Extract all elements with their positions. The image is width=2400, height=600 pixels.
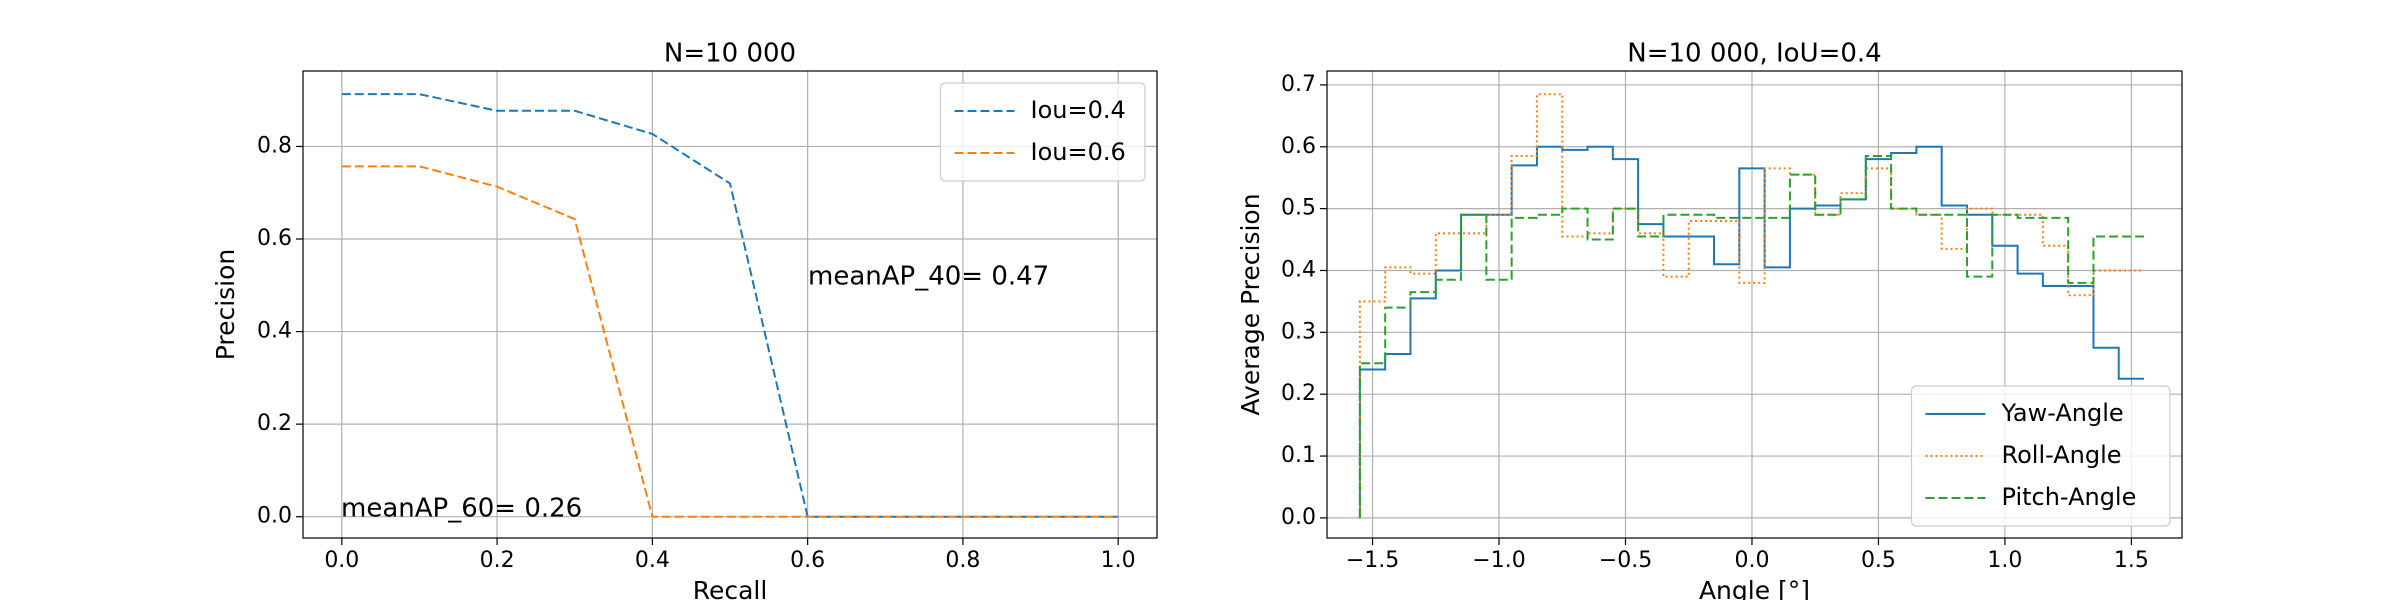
legend-label: Iou=0.6 xyxy=(1031,138,1126,166)
legend-label: Roll-Angle xyxy=(2002,441,2122,469)
x-tick-label: 0.0 xyxy=(324,548,359,573)
axes: 0.0 0.2 0.4 0.6 0.8 1.0 0.0 0.2 0.4 0.6 0.8 N=10 00… xyxy=(211,39,1158,600)
legend: Iou=0.4 Iou=0.6 xyxy=(939,82,1146,182)
series-line xyxy=(1358,145,2145,518)
plot-area xyxy=(341,93,1119,518)
plot-area xyxy=(1358,93,2145,518)
legend-label: Yaw-Angle xyxy=(2001,399,2124,427)
y-axis-label: Average Precision xyxy=(1236,193,1265,415)
legend-box xyxy=(939,82,1146,182)
x-tick-label: 0.6 xyxy=(790,548,825,573)
x-tick-label: −1.5 xyxy=(1346,548,1399,573)
x-tick-label: 0.4 xyxy=(635,548,670,573)
y-tick-label: 0.7 xyxy=(1281,72,1316,97)
x-tick-label: −0.5 xyxy=(1599,548,1652,573)
x-tick-label: 0.0 xyxy=(1734,548,1769,573)
y-tick-label: 0.8 xyxy=(257,133,292,158)
x-tick-label: 0.8 xyxy=(945,548,980,573)
series-line xyxy=(1358,155,2145,518)
y-tick-label: 0.4 xyxy=(257,319,292,344)
legend-label: Iou=0.4 xyxy=(1031,96,1126,124)
y-tick-label: 0.2 xyxy=(1281,381,1316,406)
y-tick-label: 0.1 xyxy=(1281,443,1316,468)
axes-frame xyxy=(1326,70,2183,539)
chart-title: N=10 000 xyxy=(664,39,796,69)
x-tick-label: 1.5 xyxy=(2114,548,2149,573)
y-tick-label: 0.6 xyxy=(1281,134,1316,159)
y-tick-label: 0.3 xyxy=(1281,319,1316,344)
x-axis-label: Recall xyxy=(693,576,768,600)
legend-label: Pitch-Angle xyxy=(2002,483,2137,511)
y-axis-label: Precision xyxy=(211,249,240,361)
x-tick-label: 0.5 xyxy=(1861,548,1896,573)
axes-frame xyxy=(302,70,1158,539)
y-tick-label: 0.0 xyxy=(1281,505,1316,530)
y-tick-label: 0.6 xyxy=(257,226,292,251)
y-tick-label: 0.0 xyxy=(257,504,292,529)
series-line xyxy=(341,165,1119,518)
legend: Yaw-Angle Roll-Angle Pitch-Angle xyxy=(1910,385,2171,527)
x-tick-label: 0.2 xyxy=(480,548,515,573)
chart-title: N=10 000, IoU=0.4 xyxy=(1627,39,1881,69)
y-tick-label: 0.5 xyxy=(1281,196,1316,221)
annotation: meanAP_40= 0.47 xyxy=(808,262,1049,292)
annotation: meanAP_60= 0.26 xyxy=(341,494,582,524)
x-axis-label: Angle [°] xyxy=(1699,576,1810,600)
y-tick-label: 0.4 xyxy=(1281,257,1316,282)
axes: −1.5 −1.0 −0.5 0.0 0.5 1.0 1.5 0.0 0.1 0.2 0.3 0.4 0… xyxy=(1236,39,2183,600)
x-tick-label: 1.0 xyxy=(1987,548,2022,573)
y-tick-label: 0.2 xyxy=(257,411,292,436)
legend-box xyxy=(1910,385,2171,527)
x-tick-label: 1.0 xyxy=(1101,548,1136,573)
x-tick-label: −1.0 xyxy=(1472,548,1525,573)
